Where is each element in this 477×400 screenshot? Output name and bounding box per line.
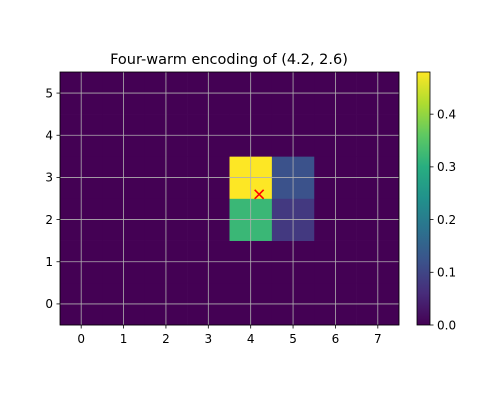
x-tick-label: 3 (204, 332, 212, 346)
x-tick-label: 7 (374, 332, 382, 346)
x-axis: 0 1 2 3 4 5 6 7 (77, 325, 382, 346)
x-tick-label: 1 (120, 332, 128, 346)
x-tick-label: 4 (247, 332, 255, 346)
colorbar-tick-label: 0.0 (437, 318, 456, 332)
heatmap-cells (60, 72, 400, 326)
y-tick-label: 2 (45, 213, 53, 227)
colorbar-tick-label: 0.1 (437, 266, 456, 280)
marker-stroke (254, 189, 265, 200)
colorbar-tick-label: 0.4 (437, 107, 456, 121)
colorbar-ticks: 0.0 0.1 0.2 0.3 0.4 (430, 107, 456, 332)
x-tick-label: 0 (77, 332, 85, 346)
y-tick-label: 0 (45, 297, 53, 311)
point-marker (254, 189, 265, 200)
colorbar (417, 72, 430, 325)
marker-layer (254, 189, 265, 200)
colorbar-tick-label: 0.2 (437, 213, 456, 227)
plot-frame (59, 71, 400, 326)
x-tick-label: 5 (289, 332, 297, 346)
grid-lines (60, 72, 399, 325)
y-tick-label: 3 (45, 171, 53, 185)
y-axis: 0 1 2 3 4 5 (45, 86, 60, 311)
colorbar-tick-label: 0.3 (437, 160, 456, 174)
x-tick-label: 2 (162, 332, 170, 346)
y-tick-label: 1 (45, 255, 53, 269)
x-tick-label: 6 (332, 332, 340, 346)
y-tick-label: 4 (45, 129, 53, 143)
y-tick-label: 5 (45, 86, 53, 100)
colorbar-frame (416, 71, 431, 326)
chart-title: Four-warm encoding of (4.2, 2.6) (110, 52, 348, 68)
